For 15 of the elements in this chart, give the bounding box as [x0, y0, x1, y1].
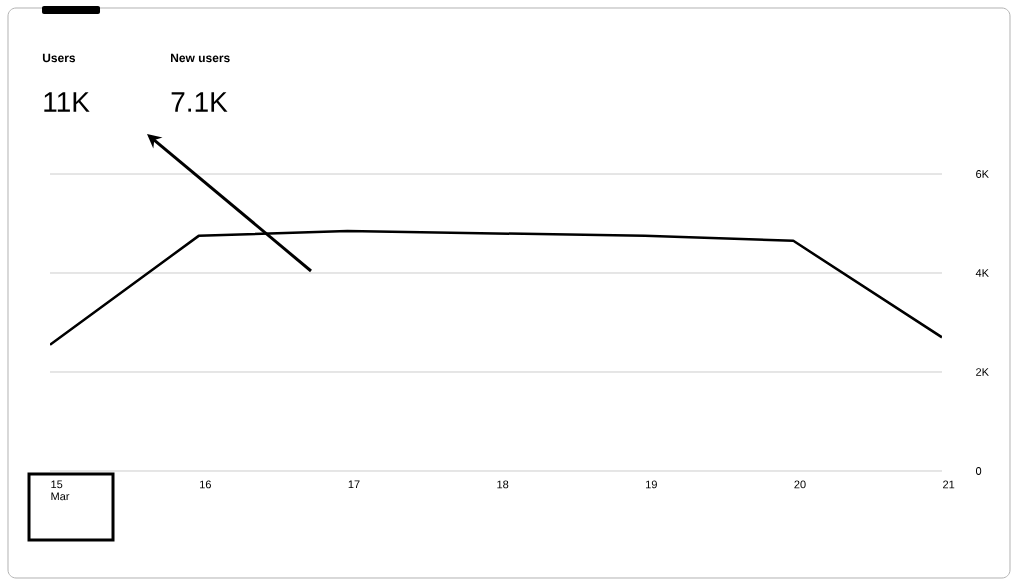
y-tick-label: 6K: [976, 170, 989, 178]
y-tick-label: 4K: [975, 269, 989, 277]
text: Users: [42, 53, 76, 63]
text: 7.1K: [171, 92, 228, 112]
x-tick-label: 15 Mar: [51, 480, 70, 501]
x-tick-label: 21: [943, 480, 955, 489]
y-tick-label: 0: [975, 467, 982, 475]
x-tick-label: 20: [794, 480, 806, 489]
x-tick-label: 17: [348, 480, 360, 489]
x-tick-label: 19: [646, 480, 657, 489]
text: New users: [171, 53, 230, 63]
x-tick-label: 16: [200, 480, 211, 489]
y-tick-label: 2K: [976, 368, 989, 376]
text: 11K: [44, 92, 90, 112]
x-tick-label: 18: [497, 480, 509, 489]
